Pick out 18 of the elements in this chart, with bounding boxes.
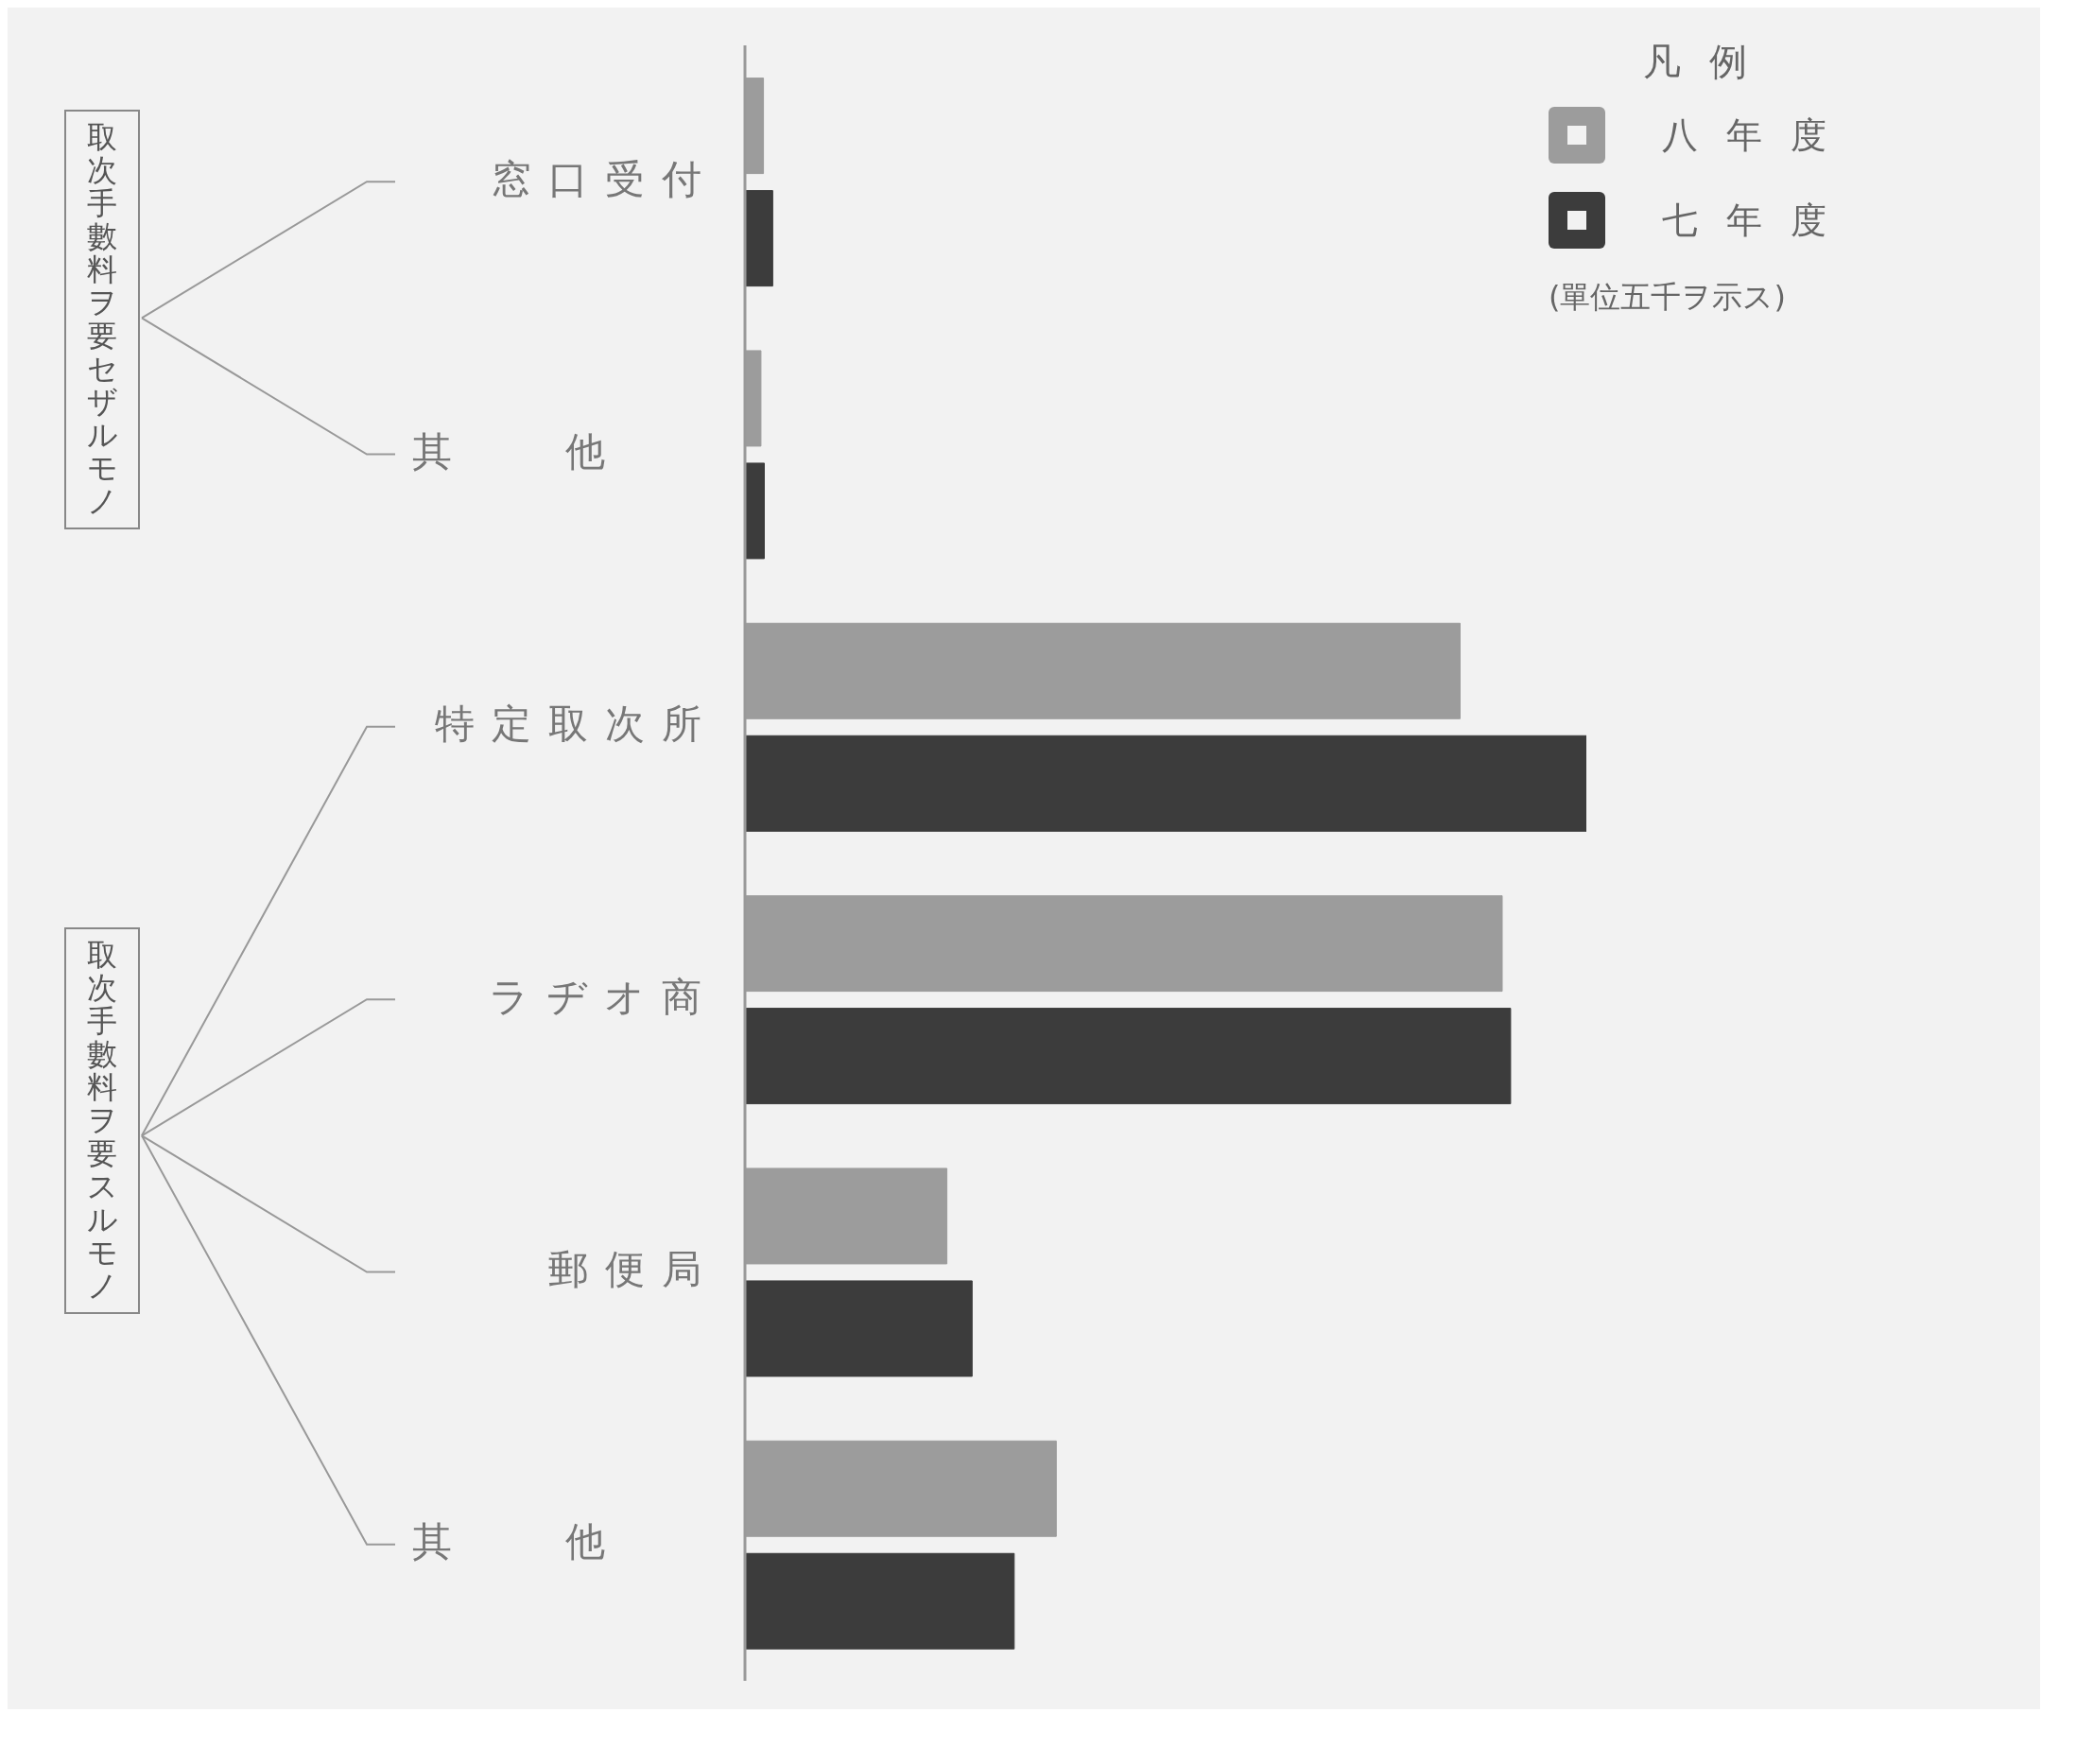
legend-label: 七年度 [1662,198,1855,243]
y-tick-label: 窓口受付 [492,155,718,202]
bar [745,1280,973,1377]
legend-title: 凡例 [1643,39,1776,85]
text: 取次手數料ヲ要スルモノ [86,937,118,1305]
bar [745,462,765,560]
y-tick-label: 其他 [412,1518,718,1565]
y-tick-label: ラヂオ商 [489,973,718,1020]
y-tick-label: 特定取次所 [435,700,718,748]
text: 取次手數料ヲ要セザルモノ [86,119,118,520]
bar [745,735,1586,832]
legend-label: 八年度 [1662,112,1855,158]
bar [745,1552,1015,1650]
y-tick-label: 其他 [412,428,718,475]
y-tick-label: 郵便局 [548,1246,718,1292]
bar [745,1008,1512,1105]
bar [745,190,773,287]
annotation: (單位五千ヲ示ス) [1549,278,1787,317]
